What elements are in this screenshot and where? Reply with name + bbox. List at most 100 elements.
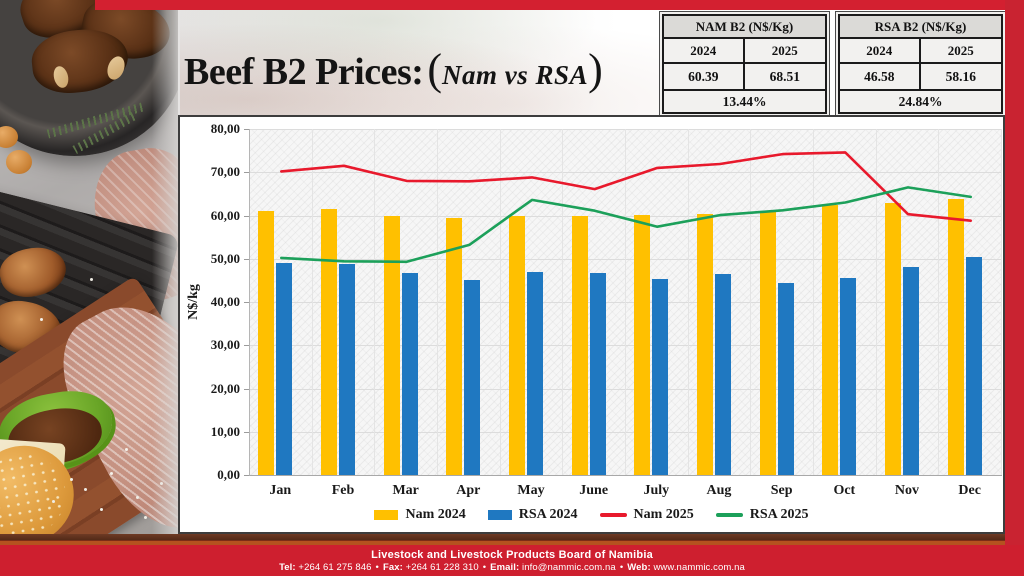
title-main-text: Beef B2 Prices: xyxy=(184,51,424,93)
contact-label: Fax: xyxy=(382,562,403,573)
y-tick-label: 40,00 xyxy=(210,294,240,309)
legend-item: RSA 2025 xyxy=(715,507,809,523)
x-axis-label: Sep xyxy=(770,483,793,498)
vertical-gridline xyxy=(311,129,313,475)
contact-value: +264 61 228 310 xyxy=(402,562,479,573)
y-tick-mark xyxy=(244,215,249,217)
bar-nam-2024 xyxy=(258,211,275,475)
bar-rsa-2024 xyxy=(903,267,919,475)
year-cell: 2024 xyxy=(840,39,921,62)
salt-specks xyxy=(70,478,73,481)
legend-label: Nam 2024 xyxy=(405,507,466,522)
bar-nam-2024 xyxy=(571,216,588,475)
bar-nam-2024 xyxy=(885,202,901,475)
x-axis-label: Jan xyxy=(269,483,292,498)
vertical-gridline xyxy=(437,129,438,475)
vertical-gridline xyxy=(875,129,877,475)
year-cell: 2024 xyxy=(664,39,745,62)
legend-swatch-nam-2025 xyxy=(599,513,627,517)
table-title: NAM B2 (N$/Kg) xyxy=(664,16,825,39)
bar-nam-2024 xyxy=(509,215,525,475)
legend-swatch-nam-2024 xyxy=(374,510,399,520)
x-axis-label: Oct xyxy=(833,483,856,498)
bar-rsa-2024 xyxy=(715,273,731,475)
y-tick-mark xyxy=(244,258,249,260)
bar-rsa-2024 xyxy=(840,278,857,475)
table-value-row: 60.39 68.51 xyxy=(664,64,825,91)
vertical-gridline xyxy=(1001,129,1002,475)
table-year-row: 2024 2025 xyxy=(840,39,1001,64)
y-tick-label: 80,00 xyxy=(210,121,240,136)
x-axis-label: May xyxy=(517,483,545,498)
bar-nam-2024 xyxy=(759,211,776,475)
price-chart-panel: N$/kg Jan Feb Mar Apr May June July Aug Sep Oct No… xyxy=(178,115,1005,534)
legend-swatch-rsa-2024 xyxy=(487,510,512,520)
contact-value: www.nammic.com.na xyxy=(650,562,745,573)
x-axis-label: June xyxy=(579,483,609,498)
title-subtitle-text: Nam vs RSA xyxy=(442,60,589,90)
footer-contacts: Tel: +264 61 275 846 • Fax: +264 61 228 31… xyxy=(0,562,1024,573)
legend-item: Nam 2024 xyxy=(374,507,466,523)
table-year-row: 2024 2025 xyxy=(664,39,825,64)
contact-label: Email: xyxy=(490,562,520,573)
horizontal-gridline xyxy=(250,129,1002,130)
horizontal-gridline xyxy=(250,431,1002,433)
x-axis-label: Mar xyxy=(392,483,419,498)
x-axis-label: Apr xyxy=(456,483,481,498)
faded-food-watermark xyxy=(180,10,660,115)
contact-separator: • xyxy=(375,562,379,573)
bar-nam-2024 xyxy=(634,214,651,475)
value-cell: 60.39 xyxy=(664,64,745,89)
top-red-bar xyxy=(95,0,1024,10)
legend-label: RSA 2024 xyxy=(518,507,578,522)
dried-fruit xyxy=(0,126,18,148)
y-tick-mark xyxy=(244,475,249,476)
y-tick-label: 70,00 xyxy=(210,164,240,180)
horizontal-gridline xyxy=(250,388,1002,390)
horizontal-gridline xyxy=(250,302,1002,303)
y-tick-label: 30,00 xyxy=(210,337,240,353)
y-tick-mark xyxy=(244,172,249,174)
plot-area xyxy=(249,129,1002,476)
bar-rsa-2024 xyxy=(464,279,481,475)
value-cell: 68.51 xyxy=(769,69,800,84)
bar-rsa-2024 xyxy=(339,263,355,475)
bar-nam-2024 xyxy=(947,199,964,475)
legend-label: Nam 2025 xyxy=(633,507,694,522)
contact-value: info@nammic.com.na xyxy=(519,562,616,573)
percent-change-cell: 24.84% xyxy=(898,94,943,109)
title-paren-close: ) xyxy=(588,45,603,94)
year-cell: 2025 xyxy=(947,43,974,58)
contact-separator: • xyxy=(482,562,487,573)
legend-item: Nam 2025 xyxy=(599,507,694,523)
y-tick-mark xyxy=(244,345,249,347)
y-tick-mark xyxy=(244,302,249,303)
wood-edge-strip xyxy=(0,534,1024,540)
y-tick-mark xyxy=(244,388,249,390)
bar-nam-2024 xyxy=(446,217,463,475)
x-axis-label: July xyxy=(643,483,670,498)
y-tick-label: 0,00 xyxy=(217,467,240,482)
right-red-border xyxy=(1005,0,1024,576)
bar-rsa-2024 xyxy=(276,263,293,475)
bar-nam-2024 xyxy=(822,204,839,475)
contact-separator: • xyxy=(619,562,624,573)
title-paren-open: ( xyxy=(427,45,443,94)
x-axis-label: Aug xyxy=(706,483,732,498)
x-axis-label: Nov xyxy=(894,483,920,498)
photo-fade-edge xyxy=(152,0,178,534)
footer-organization: Livestock and Livestock Products Board o… xyxy=(371,549,653,561)
contact-label: Web: xyxy=(627,562,651,573)
year-cell: 2025 xyxy=(771,43,798,58)
bar-rsa-2024 xyxy=(965,257,982,475)
contact-value: +264 61 275 846 xyxy=(295,562,372,573)
chart-inner: N$/kg Jan Feb Mar Apr May June July Aug Sep Oct No… xyxy=(180,117,1003,532)
page-title: Beef B2 Prices: (Nam vs RSA) xyxy=(184,44,603,95)
footer-band: Livestock and Livestock Products Board o… xyxy=(0,545,1024,576)
value-cell: 46.58 xyxy=(840,64,921,89)
y-tick-label: 60,00 xyxy=(210,207,240,223)
bar-rsa-2024 xyxy=(527,271,543,475)
vertical-gridline xyxy=(813,129,814,475)
table-title: RSA B2 (N$/Kg) xyxy=(840,16,1001,39)
bar-rsa-2024 xyxy=(777,283,794,475)
